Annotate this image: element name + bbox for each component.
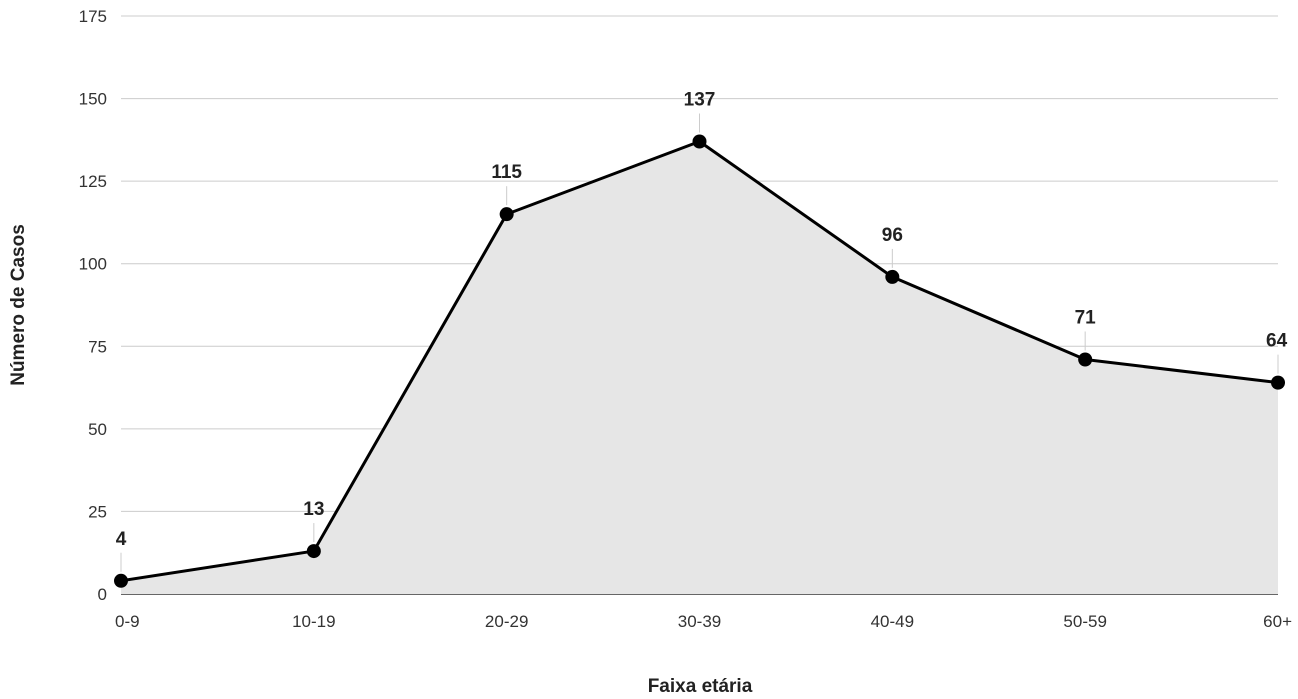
- data-label: 13: [303, 499, 324, 520]
- y-tick-label: 150: [79, 90, 107, 109]
- y-tick-label: 100: [79, 255, 107, 274]
- x-tick-label: 30-39: [678, 612, 721, 631]
- data-label: 71: [1075, 307, 1097, 328]
- data-point: [885, 269, 900, 284]
- x-axis-title: Faixa etária: [648, 676, 753, 697]
- y-tick-label: 50: [88, 420, 107, 439]
- x-tick-label: 60+: [1263, 612, 1292, 631]
- area-fill: [121, 141, 1278, 594]
- data-label: 96: [882, 225, 903, 246]
- data-label-layer: 4 13 115 137 96 71 64: [116, 90, 1288, 572]
- data-label: 137: [684, 90, 716, 111]
- y-tick-label: 125: [79, 172, 107, 191]
- data-label: 115: [491, 162, 522, 183]
- y-tick-label: 0: [98, 585, 107, 604]
- x-tick-label: 20-29: [485, 612, 528, 631]
- data-point: [692, 134, 707, 149]
- data-label: 4: [116, 529, 127, 550]
- y-axis-ticks: 0 25 50 75 100 125 150 175: [79, 7, 107, 604]
- x-tick-label: 10-19: [292, 612, 335, 631]
- x-tick-label: 0-9: [115, 612, 140, 631]
- data-point: [1271, 375, 1285, 390]
- data-point: [306, 544, 321, 559]
- y-tick-label: 175: [79, 7, 107, 26]
- y-tick-label: 75: [88, 337, 107, 356]
- data-label: 64: [1266, 331, 1288, 352]
- data-point: [499, 207, 514, 222]
- y-axis-title: Número de Casos: [8, 224, 29, 386]
- data-point-layer: [114, 134, 1285, 588]
- area-fill-layer: [121, 141, 1278, 594]
- y-tick-label: 25: [88, 502, 107, 521]
- x-axis-ticks: 0-9 10-19 20-29 30-39 40-49 50-59 60+: [115, 612, 1292, 631]
- x-tick-label: 50-59: [1063, 612, 1106, 631]
- x-tick-label: 40-49: [871, 612, 914, 631]
- data-point: [114, 573, 128, 588]
- data-point: [1078, 352, 1093, 367]
